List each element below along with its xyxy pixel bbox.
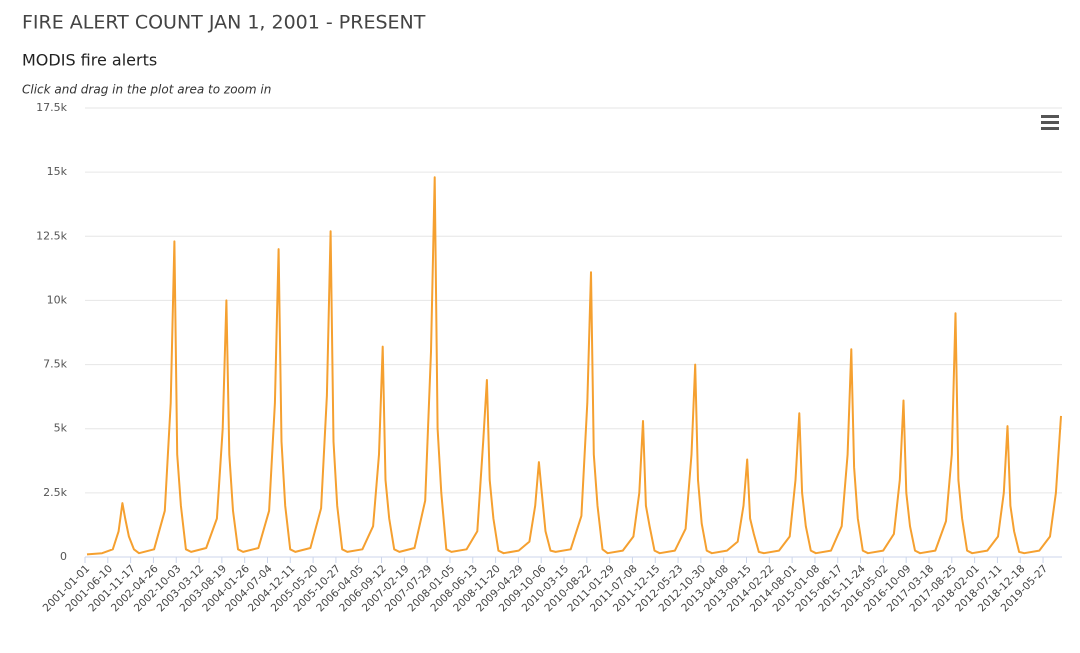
y-tick-label: 17.5k [36,101,67,114]
y-tick-label: 0 [60,550,67,563]
menu-button[interactable] [1041,115,1059,130]
y-tick-label: 5k [54,422,68,435]
y-tick-label: 12.5k [36,229,67,242]
y-tick-label: 10k [47,293,68,306]
y-tick-label: 15k [47,165,68,178]
y-tick-label: 2.5k [43,486,67,499]
chart-subtitle: MODIS fire alerts [22,51,157,70]
menu-bar [1041,127,1059,130]
menu-bar [1041,115,1059,118]
chart-title: FIRE ALERT COUNT JAN 1, 2001 - PRESENT [22,12,426,34]
menu-bar [1041,121,1059,124]
zoom-hint: Click and drag in the plot area to zoom … [22,83,271,97]
y-tick-label: 7.5k [43,358,67,371]
series-line [86,176,1062,556]
